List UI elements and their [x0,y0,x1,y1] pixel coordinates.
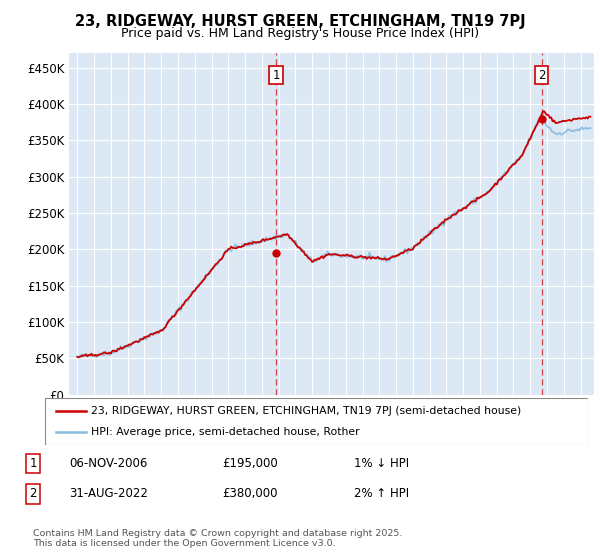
Text: 2% ↑ HPI: 2% ↑ HPI [354,487,409,501]
Text: 31-AUG-2022: 31-AUG-2022 [69,487,148,501]
Text: £380,000: £380,000 [222,487,277,501]
Text: 2: 2 [29,487,37,501]
Text: 2: 2 [538,68,545,82]
Text: Contains HM Land Registry data © Crown copyright and database right 2025.
This d: Contains HM Land Registry data © Crown c… [33,529,403,548]
Text: 1: 1 [29,457,37,470]
Text: 06-NOV-2006: 06-NOV-2006 [69,457,148,470]
Text: HPI: Average price, semi-detached house, Rother: HPI: Average price, semi-detached house,… [91,427,360,437]
Text: 1: 1 [272,68,280,82]
Text: 23, RIDGEWAY, HURST GREEN, ETCHINGHAM, TN19 7PJ: 23, RIDGEWAY, HURST GREEN, ETCHINGHAM, T… [74,14,526,29]
Text: 1% ↓ HPI: 1% ↓ HPI [354,457,409,470]
Text: Price paid vs. HM Land Registry's House Price Index (HPI): Price paid vs. HM Land Registry's House … [121,27,479,40]
Text: £195,000: £195,000 [222,457,278,470]
Text: 23, RIDGEWAY, HURST GREEN, ETCHINGHAM, TN19 7PJ (semi-detached house): 23, RIDGEWAY, HURST GREEN, ETCHINGHAM, T… [91,406,521,416]
